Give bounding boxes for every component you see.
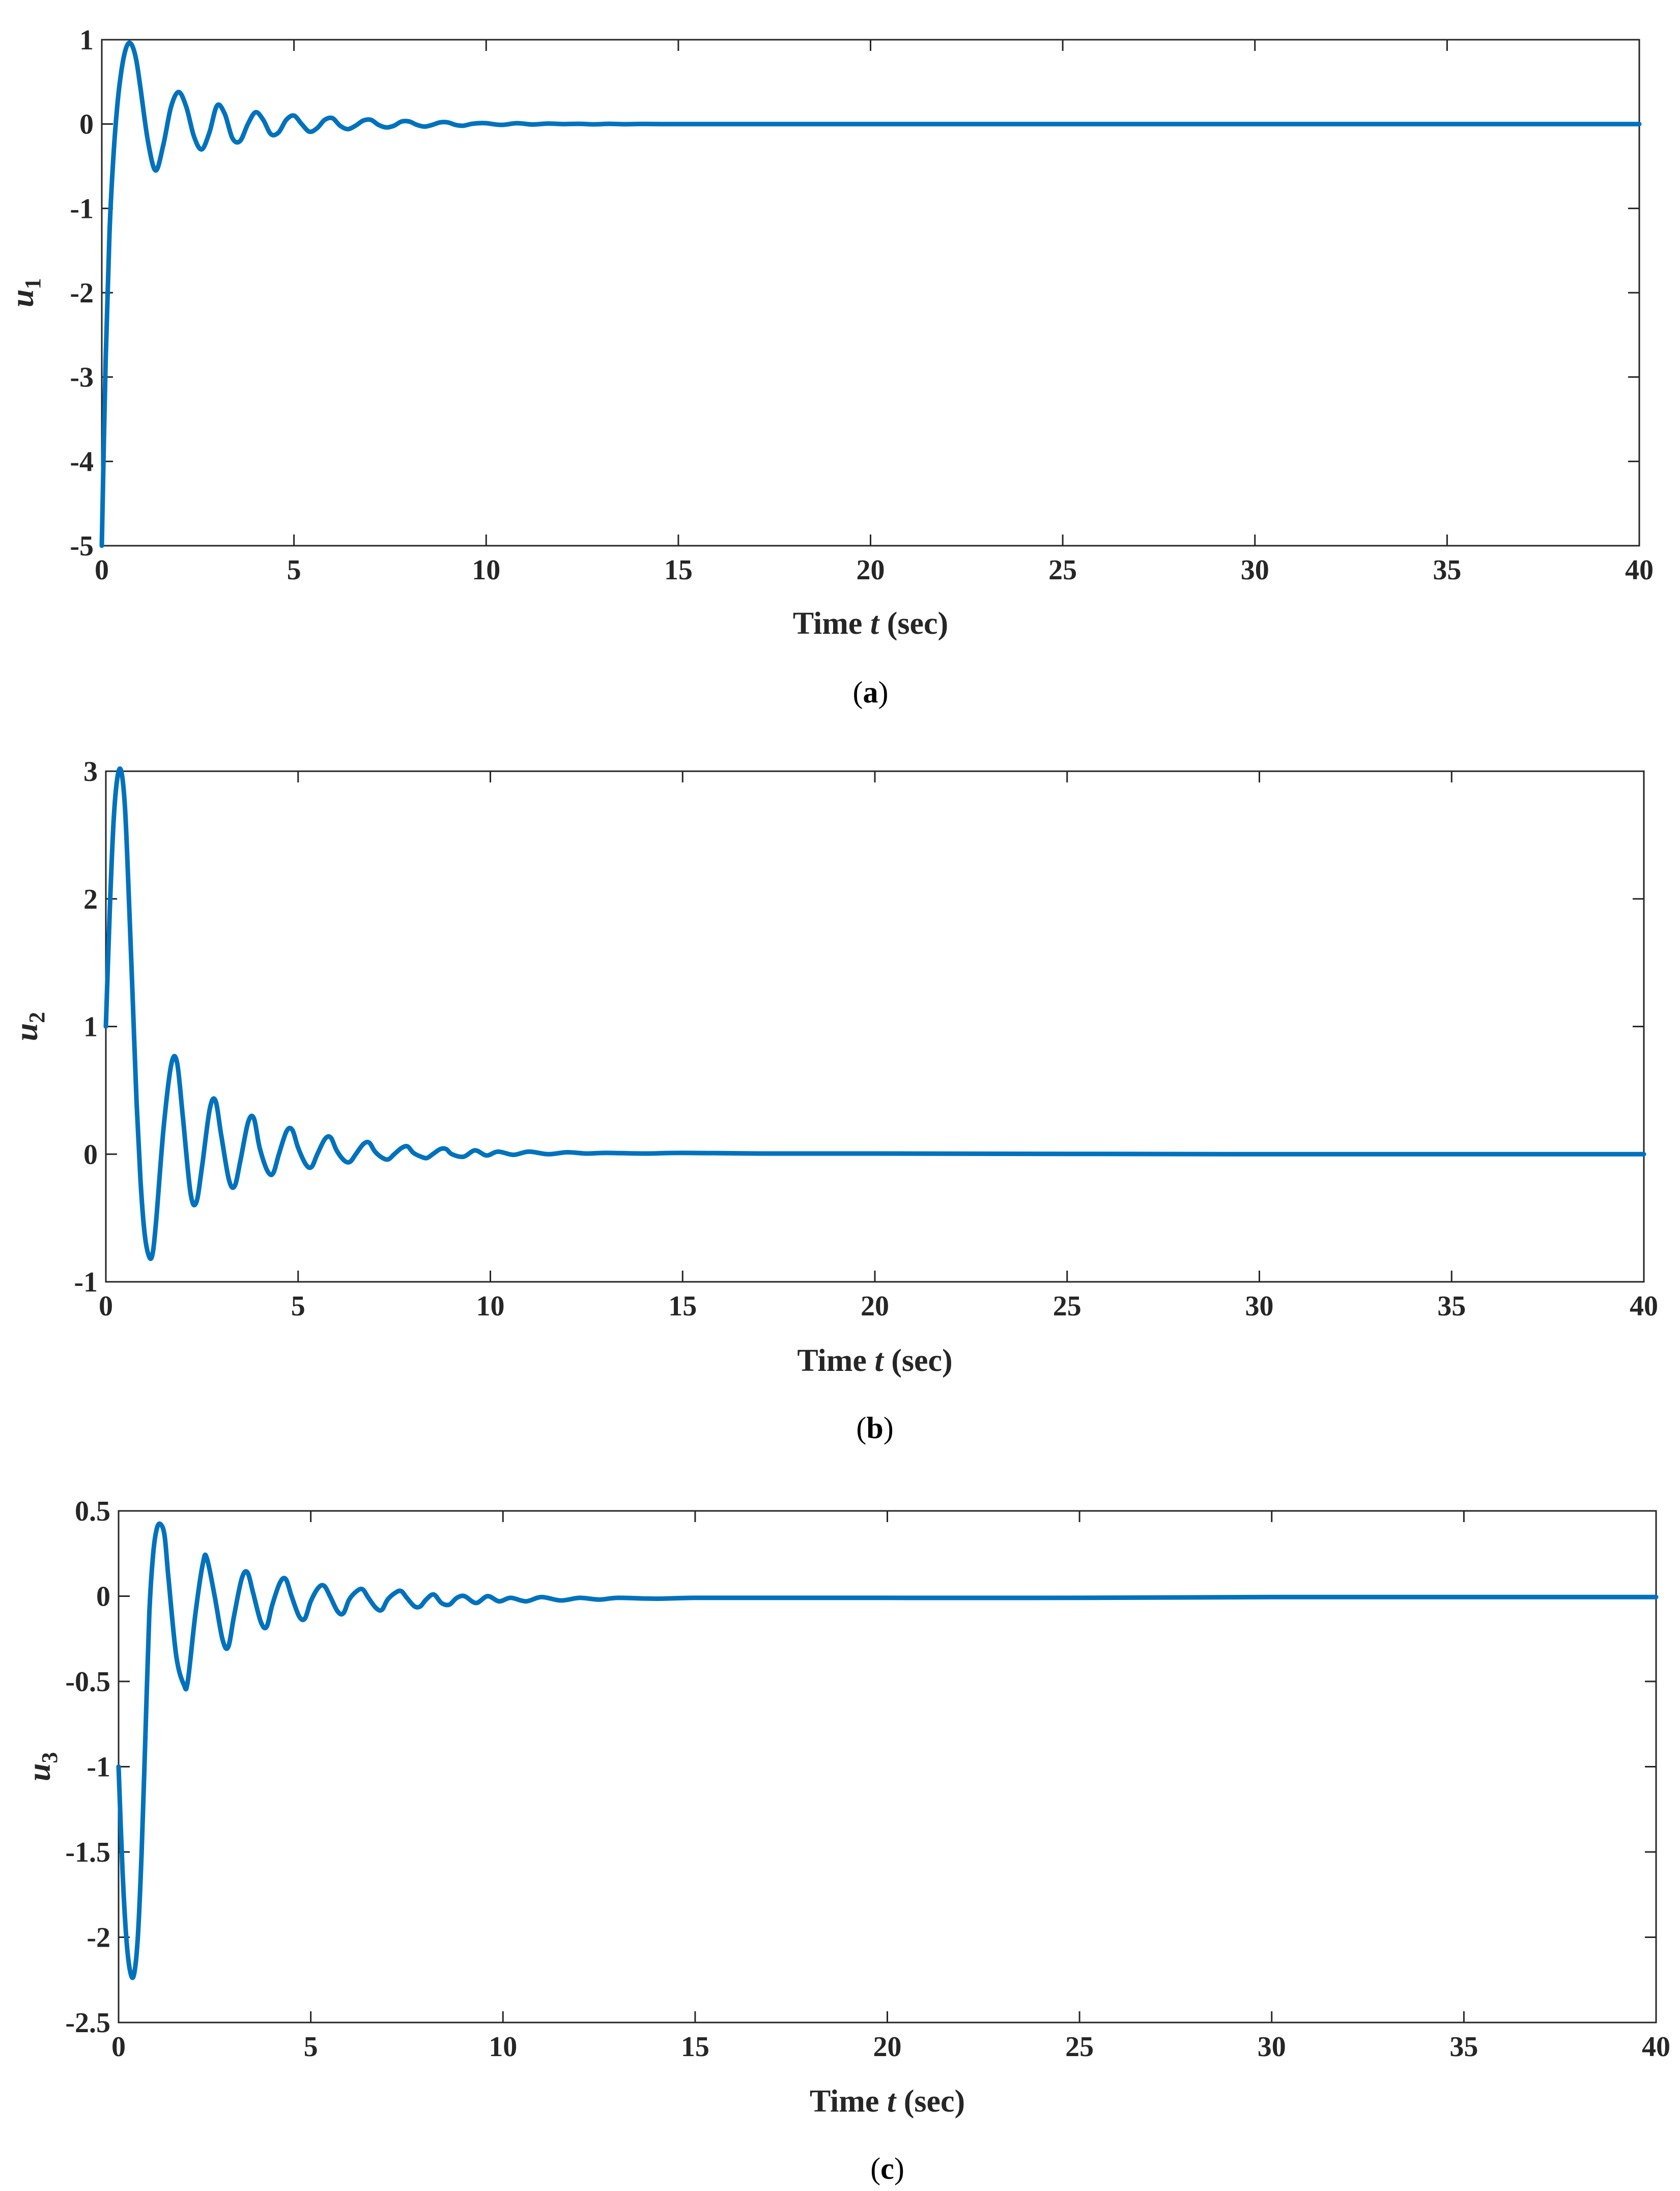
panel-a-ytick-label: 1 [79, 24, 94, 56]
panel-a-ytick-label: -2 [70, 277, 94, 309]
panel-b-xtick-label: 20 [861, 1290, 889, 1322]
panel-a-xtick-label: 35 [1433, 554, 1461, 586]
panel-a-ytick-label: 0 [79, 109, 94, 141]
panel-a-ytick-label: -4 [70, 446, 94, 477]
panel-c-ytick-label: 0 [96, 1581, 110, 1613]
panel-a-ytick-label: -3 [70, 362, 94, 394]
panel-b-series-line [103, 766, 1646, 1261]
panel-c-xtick-label: 40 [1642, 2031, 1670, 2063]
panel-c-xtick-label: 25 [1065, 2031, 1094, 2063]
panel-a-x-axis-label: Time t (sec) [793, 606, 948, 641]
panel-b-xtick-label: 10 [476, 1290, 505, 1322]
panel-b-ytick-label: -1 [74, 1267, 98, 1298]
panel-a-ytick-label: -5 [70, 530, 94, 562]
panel-a-ytick-label: -1 [70, 193, 94, 224]
panel-c-xtick-label: 5 [304, 2031, 318, 2063]
panel-c-x-axis-label: Time t (sec) [810, 2084, 965, 2119]
panel-c-xtick-label: 20 [873, 2031, 902, 2063]
panel-c-xtick-label: 0 [111, 2031, 126, 2063]
panel-b-xtick-label: 0 [99, 1290, 113, 1322]
panel-a-xtick-label: 0 [95, 554, 109, 586]
panel-a-xtick-label: 20 [857, 554, 885, 586]
panel-b-ytick-label: 2 [83, 884, 98, 915]
panel-c-xtick-label: 30 [1258, 2031, 1286, 2063]
panel-a-xtick-label: 40 [1625, 554, 1654, 586]
panel-b-x-axis-label: Time t (sec) [797, 1343, 952, 1378]
panel-c-xtick-label: 15 [681, 2031, 709, 2063]
panel-c-series-line [116, 1521, 1659, 1980]
panel-c-ytick-label: -2.5 [65, 2007, 110, 2039]
panel-b-xtick-label: 35 [1437, 1290, 1466, 1322]
panel-b-xtick-label: 40 [1630, 1290, 1658, 1322]
panel-c-ytick-label: -0.5 [65, 1666, 110, 1698]
panel-a-xtick-label: 5 [287, 554, 301, 586]
panel-b-xtick-label: 15 [668, 1290, 697, 1322]
panel-b-ytick-label: 1 [83, 1012, 98, 1043]
panel-b-plot-frame [105, 770, 1645, 1283]
panel-c-ytick-label: -1 [87, 1752, 110, 1783]
panel-a-y-axis-label: u1 [4, 278, 45, 307]
panel-a-xtick-label: 15 [664, 554, 693, 586]
panel-a-xtick-label: 25 [1048, 554, 1077, 586]
panel-a-series-line [99, 40, 1642, 548]
panel-a-xtick-label: 30 [1241, 554, 1269, 586]
panel-c-ytick-label: 0.5 [75, 1496, 110, 1527]
panel-c-xtick-label: 35 [1449, 2031, 1478, 2063]
panel-c-caption: (c) [870, 2152, 904, 2185]
panel-c: 0 5 10 15 20 25 30 35 40 -2.5 -2 -1.5 -1 -0.5 0 0.5 Time… [21, 1496, 1670, 2185]
panel-c-y-axis-label: u3 [21, 1752, 62, 1782]
panel-a: 0 5 10 15 20 25 30 35 40 -5 -4 -3 -2 -1 0 1 Time t (sec)… [4, 24, 1654, 709]
panel-b-y-axis-label: u2 [8, 1012, 49, 1042]
panel-c-xtick-label: 10 [489, 2031, 517, 2063]
panel-b-ytick-label: 3 [83, 756, 98, 788]
panel-b-caption: (b) [856, 1411, 893, 1445]
panel-c-ytick-label: -1.5 [65, 1837, 110, 1868]
panel-a-caption: (a) [853, 676, 889, 709]
panel-b-xtick-label: 25 [1053, 1290, 1081, 1322]
panel-c-ytick-label: -2 [87, 1922, 110, 1954]
panel-a-plot-frame [101, 39, 1640, 547]
panel-b-xtick-label: 5 [291, 1290, 305, 1322]
panel-b-xtick-label: 30 [1245, 1290, 1274, 1322]
panel-b-ytick-label: 0 [83, 1139, 98, 1170]
panel-c-plot-frame [118, 1510, 1657, 2024]
panel-a-xtick-label: 10 [472, 554, 500, 586]
